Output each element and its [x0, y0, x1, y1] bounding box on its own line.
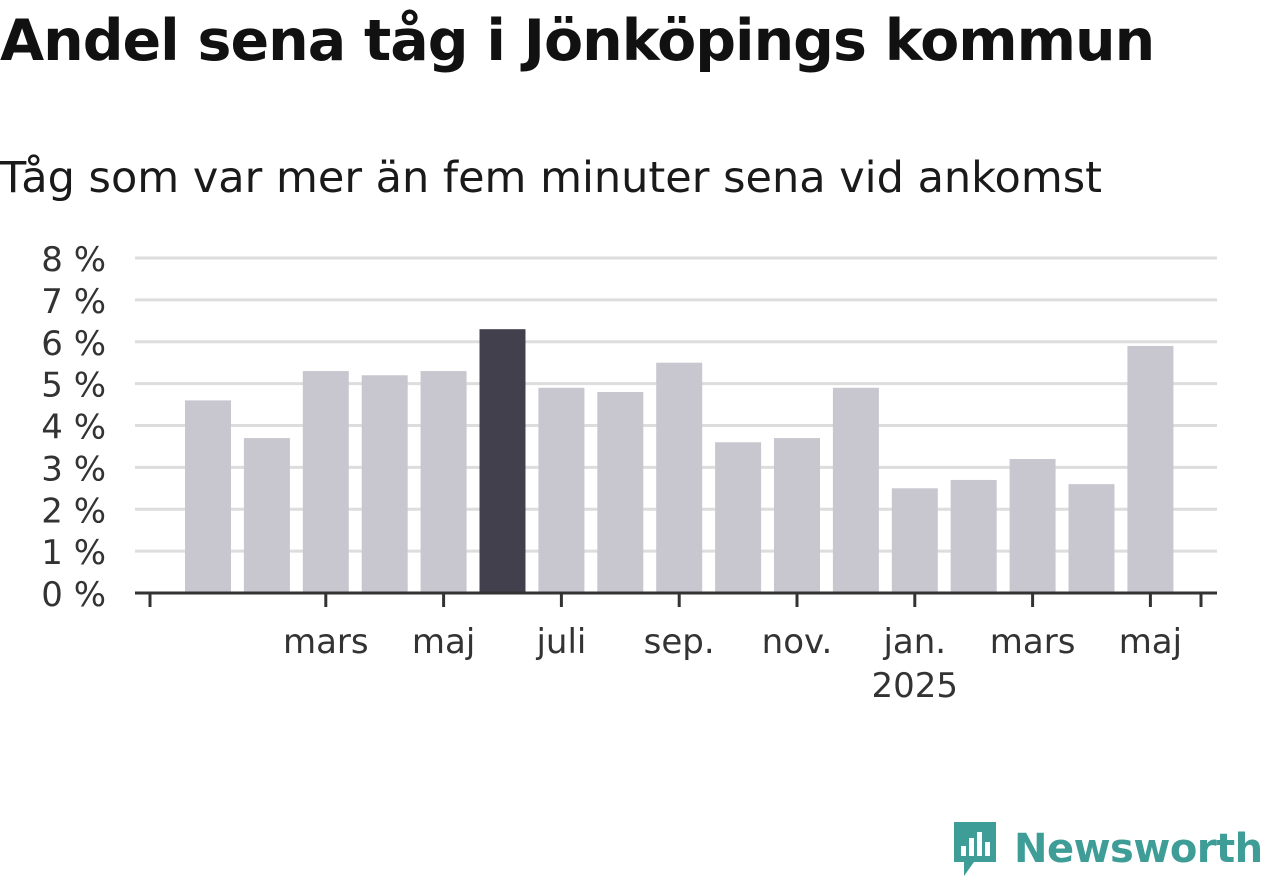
bar [185, 400, 231, 593]
bar [1068, 484, 1115, 593]
x-tick-year-label: 2025 [872, 666, 959, 706]
bar [479, 329, 526, 593]
newsworthy-logo: Newsworthy [950, 818, 1262, 880]
bar [656, 362, 703, 593]
x-tick-label: mars [990, 622, 1076, 662]
newsworthy-logo-text: Newsworthy [1014, 826, 1262, 872]
x-tick-label: jan. [882, 622, 946, 662]
x-tick-label: mars [283, 622, 369, 662]
bar [243, 438, 290, 593]
y-tick-label: 6 % [41, 324, 106, 364]
x-axis-labels: mars maj juli sep. nov. jan.2025 mars maj [283, 622, 1182, 706]
chart-subtitle: Tåg som var mer än fem minuter sena vid … [0, 153, 1103, 203]
bar [597, 392, 644, 593]
x-tick-label: maj [1119, 622, 1182, 662]
y-tick-label: 5 % [41, 366, 106, 406]
bar [1127, 345, 1174, 593]
bar [538, 387, 585, 593]
x-tick-label: sep. [644, 622, 715, 662]
x-tick-label: juli [535, 622, 586, 662]
y-axis-labels: 0 %1 %2 %3 %4 %5 %6 %7 %8 % [41, 240, 106, 615]
bars [185, 329, 1174, 593]
chart-title: Andel sena tåg i Jönköpings kommun [0, 8, 1155, 74]
bar [774, 438, 820, 593]
y-tick-label: 8 % [41, 240, 106, 280]
bar [891, 488, 938, 593]
bar [1009, 459, 1056, 593]
y-tick-label: 0 % [41, 575, 106, 615]
x-tick-label: nov. [762, 622, 833, 662]
bar [361, 375, 408, 593]
bar [715, 442, 762, 593]
y-tick-label: 2 % [41, 491, 106, 531]
y-tick-label: 4 % [41, 408, 106, 448]
y-tick-label: 3 % [41, 449, 106, 489]
bar [950, 479, 997, 593]
bar [420, 371, 467, 593]
x-tick-label: maj [412, 622, 475, 662]
bar [832, 387, 879, 593]
y-tick-label: 1 % [41, 533, 106, 573]
bar [302, 371, 349, 593]
newsworthy-logo-icon [954, 822, 996, 876]
x-axis [135, 591, 1217, 607]
y-tick-label: 7 % [41, 282, 106, 322]
